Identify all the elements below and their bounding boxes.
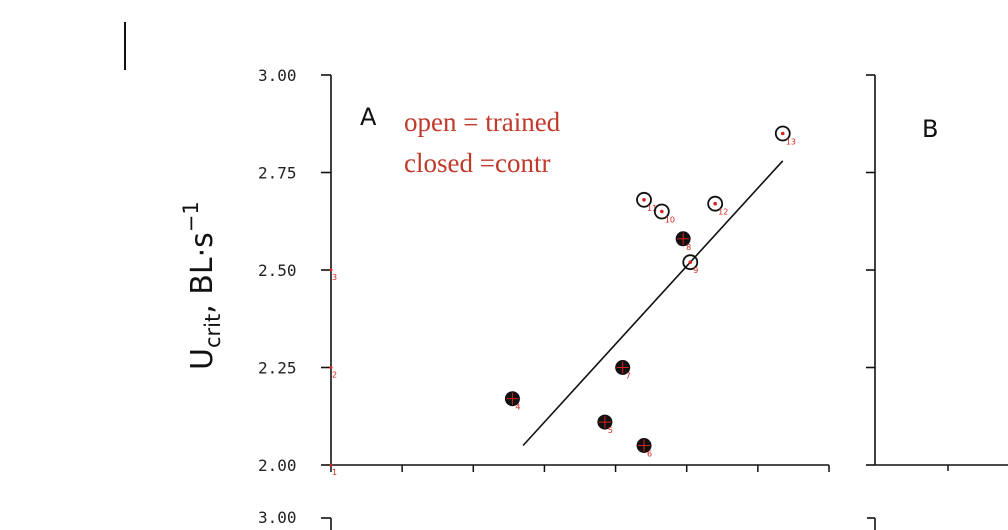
- closed-point: 6: [636, 438, 652, 459]
- y-tick-label: 3.00: [258, 66, 297, 85]
- point-label: 6: [647, 450, 652, 459]
- point-center: [688, 260, 693, 265]
- legend-trained: open = trained: [404, 107, 561, 137]
- point-center: [780, 131, 785, 136]
- point-ring: [653, 203, 670, 220]
- regression-line: [522, 160, 784, 447]
- y-tick-label: 2.75: [258, 164, 297, 183]
- y-tick-label: 2.25: [258, 359, 297, 378]
- point-label: 12: [718, 208, 728, 217]
- open-point: 12: [707, 195, 728, 217]
- point-label: 13: [786, 138, 796, 147]
- panel-a: 2.00 2.25 2.50 2.75 3.00 A open = trained cl…: [258, 66, 830, 477]
- panel-a-letter: A: [360, 103, 377, 131]
- closed-point: 8: [675, 231, 691, 252]
- closed-point: 7: [615, 360, 631, 381]
- point-ring: [774, 125, 791, 142]
- point-center: [713, 201, 717, 206]
- y-axis-label: Ucrit, BL·s−1: [179, 201, 225, 370]
- lower-panel: 3.00: [258, 508, 876, 530]
- axis-marker-label: 2: [332, 371, 337, 380]
- point-label: 11: [647, 204, 657, 213]
- open-point: 11: [636, 191, 657, 213]
- point-ring: [682, 254, 699, 271]
- axis-marker-label: 1: [332, 468, 337, 477]
- ylabel-units: , BL·s: [185, 232, 220, 314]
- panel-b-letter: B: [922, 115, 938, 143]
- y-tick-label: 2.50: [258, 261, 297, 280]
- axis-marker-dot: [329, 366, 333, 369]
- axis-marker-dot: [329, 463, 333, 467]
- open-point: 9: [682, 254, 699, 275]
- axis-marker-label: 3: [332, 273, 337, 282]
- y-tick-label: 2.00: [258, 456, 297, 475]
- point-label: 5: [608, 426, 613, 435]
- point-center: [642, 198, 646, 202]
- open-point: 10: [653, 203, 675, 225]
- closed-point: 5: [597, 414, 613, 435]
- open-point: 13: [774, 125, 796, 147]
- legend-control: closed =contr: [404, 148, 550, 178]
- closed-point: 4: [504, 391, 521, 412]
- point-ring: [707, 195, 724, 212]
- point-center: [660, 209, 664, 214]
- point-label: 10: [665, 216, 675, 225]
- point-label: 4: [515, 403, 520, 412]
- ylabel-subscript: crit: [201, 314, 225, 348]
- point-label: 9: [693, 266, 698, 275]
- axis-marker-dot: [329, 268, 333, 272]
- ylabel-exponent: −1: [179, 201, 203, 232]
- ylabel-main: U: [185, 348, 220, 370]
- point-ring: [636, 191, 652, 208]
- point-label: 8: [686, 243, 691, 252]
- svg-text:Ucrit, BL·s−1: Ucrit, BL·s−1: [179, 201, 225, 370]
- point-label: 7: [626, 372, 631, 381]
- lower-panel-tick-label: 3.00: [258, 508, 297, 527]
- panel-b: B: [866, 74, 1008, 471]
